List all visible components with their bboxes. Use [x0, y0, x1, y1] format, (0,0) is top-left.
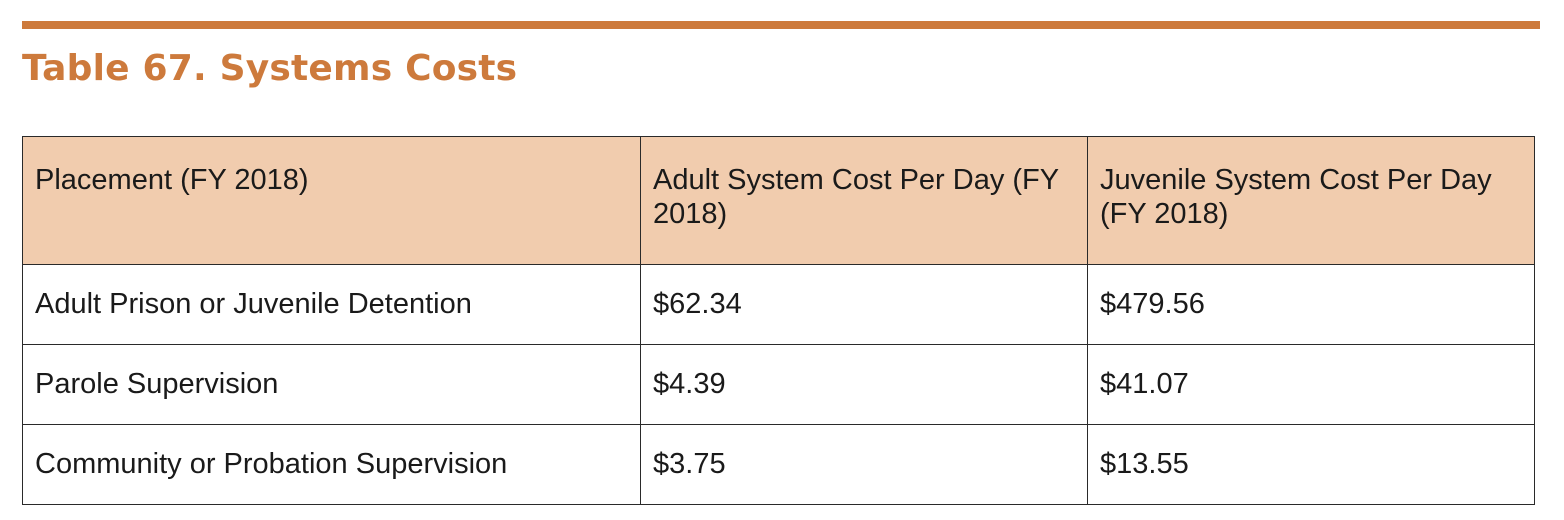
- cell-juvenile-cost: $479.56: [1087, 264, 1535, 345]
- table-row: Parole Supervision $4.39 $41.07: [22, 344, 1535, 425]
- cell-adult-cost: $4.39: [640, 344, 1088, 425]
- cell-juvenile-cost: $13.55: [1087, 424, 1535, 505]
- cell-placement: Parole Supervision: [22, 344, 641, 425]
- header-juvenile-cost: Juvenile System Cost Per Day (FY 2018): [1087, 136, 1535, 265]
- cell-placement: Community or Probation Supervision: [22, 424, 641, 505]
- table-title: Table 67. Systems Costs: [22, 48, 518, 89]
- cell-adult-cost: $62.34: [640, 264, 1088, 345]
- cell-adult-cost: $3.75: [640, 424, 1088, 505]
- cell-juvenile-cost: $41.07: [1087, 344, 1535, 425]
- cell-placement: Adult Prison or Juvenile Detention: [22, 264, 641, 345]
- top-divider: [22, 21, 1540, 29]
- table-header-row: Placement (FY 2018) Adult System Cost Pe…: [22, 136, 1535, 265]
- header-adult-cost: Adult System Cost Per Day (FY 2018): [640, 136, 1088, 265]
- systems-costs-table: Placement (FY 2018) Adult System Cost Pe…: [22, 136, 1535, 505]
- table-row: Adult Prison or Juvenile Detention $62.3…: [22, 264, 1535, 345]
- header-placement: Placement (FY 2018): [22, 136, 641, 265]
- table-row: Community or Probation Supervision $3.75…: [22, 424, 1535, 505]
